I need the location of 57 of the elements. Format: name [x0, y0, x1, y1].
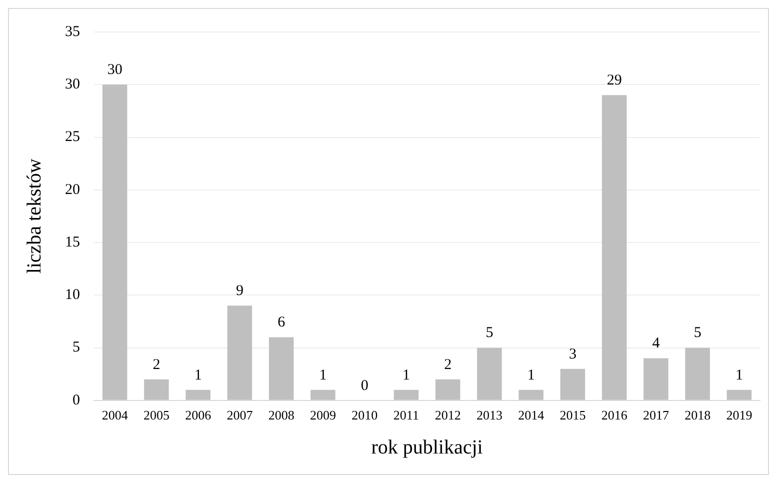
y-tick-label: 35: [65, 24, 80, 40]
bar: [602, 95, 627, 400]
data-label: 5: [694, 325, 702, 342]
bar: [518, 390, 544, 400]
bar: [144, 379, 169, 400]
y-tick-label: 15: [65, 234, 80, 250]
bar: [268, 337, 294, 400]
x-axis-title: rok publikacji: [371, 436, 484, 458]
y-tick-label: 10: [65, 287, 80, 304]
x-tick-label: 2016: [601, 408, 628, 423]
data-label: 30: [107, 62, 122, 78]
data-label: 4: [652, 336, 660, 352]
data-label: 1: [194, 367, 202, 384]
y-tick-label: 25: [65, 129, 80, 146]
x-tick-label: 2015: [560, 408, 586, 423]
data-label: 5: [486, 325, 494, 342]
bar: [227, 306, 252, 400]
x-tick-label: 2011: [393, 408, 419, 423]
bar: [310, 390, 336, 400]
y-tick-label: 0: [72, 392, 80, 408]
data-label: 6: [278, 314, 286, 331]
x-tick-label: 2013: [476, 408, 502, 423]
x-tick-label: 2008: [268, 408, 294, 423]
y-axis-title: liczba tekstów: [23, 158, 46, 274]
data-label: 9: [236, 283, 244, 300]
data-label: 1: [319, 367, 327, 384]
data-label: 2: [152, 356, 160, 373]
data-label: 0: [360, 378, 368, 394]
bar: [102, 84, 128, 400]
bar: [726, 390, 752, 400]
x-tick-label: 2014: [518, 408, 545, 423]
bar: [435, 379, 460, 400]
x-tick-label: 2017: [642, 408, 670, 423]
data-label: 3: [568, 346, 576, 362]
data-label: 1: [735, 367, 743, 384]
bar: [560, 368, 586, 400]
x-tick-label: 2006: [185, 408, 212, 423]
y-tick-label: 30: [65, 76, 80, 93]
bar: [644, 358, 668, 400]
data-label: 29: [606, 72, 622, 89]
bar: [186, 390, 210, 400]
bar: [394, 390, 419, 400]
x-tick-label: 2004: [102, 408, 128, 423]
x-tick-label: 2012: [434, 408, 461, 423]
x-tick-label: 2007: [226, 408, 254, 423]
bar: [685, 348, 710, 400]
data-label: 1: [527, 367, 535, 384]
x-tick-label: 2005: [143, 408, 170, 423]
data-label: 1: [402, 367, 410, 384]
x-tick-label: 2009: [310, 408, 336, 423]
data-label: 2: [444, 356, 452, 373]
y-tick-label: 5: [72, 340, 80, 356]
x-tick-label: 2018: [684, 408, 711, 423]
x-tick-label: 2019: [726, 408, 752, 423]
bar: [477, 348, 502, 400]
x-tick-label: 2010: [352, 408, 378, 423]
y-tick-label: 20: [65, 182, 80, 198]
